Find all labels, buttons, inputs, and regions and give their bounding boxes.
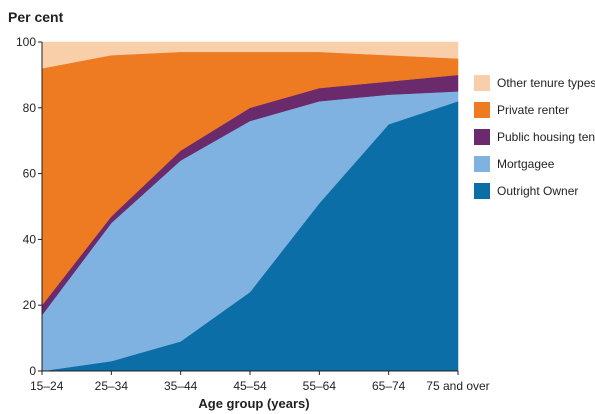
legend: Other tenure types Private renter Public h… (474, 75, 595, 199)
x-tick-labels: 15–24 25–34 35–44 45–54 55–64 65–74 75 and ove… (30, 371, 490, 393)
legend-swatch-outright-owner (474, 183, 490, 199)
legend-label-mortgagee: Mortgagee (497, 157, 555, 171)
y-tick-label: 20 (23, 298, 37, 312)
x-axis-title: Age group (years) (198, 396, 309, 411)
y-axis-title: Per cent (8, 9, 64, 25)
legend-label-public-housing-tenant: Public housing tenant (497, 130, 595, 144)
x-tick-label: 45–54 (233, 379, 267, 393)
legend-label-other-tenure-types: Other tenure types (497, 76, 595, 90)
x-tick-label: 55–64 (303, 379, 337, 393)
x-tick-label: 65–74 (372, 379, 406, 393)
area-other-tenure-types (41, 41, 459, 69)
y-tick-labels: 0 20 40 60 80 100 (16, 35, 42, 378)
legend-swatch-public-housing-tenant (474, 129, 490, 145)
y-tick-label: 80 (23, 101, 37, 115)
x-tick-label: 35–44 (164, 379, 198, 393)
y-tick-label: 40 (23, 232, 37, 246)
x-tick-label: 75 and over (426, 379, 489, 393)
legend-swatch-other-tenure-types (474, 75, 490, 91)
legend-swatch-private-renter (474, 102, 490, 118)
y-tick-label: 100 (16, 35, 36, 49)
legend-swatch-mortgagee (474, 156, 490, 172)
legend-label-outright-owner: Outright Owner (497, 184, 578, 198)
y-tick-label: 60 (23, 167, 37, 181)
y-tick-label: 0 (29, 364, 36, 378)
x-tick-label: 25–34 (95, 379, 129, 393)
legend-label-private-renter: Private renter (497, 103, 569, 117)
stacked-areas (41, 41, 459, 372)
x-tick-label: 15–24 (30, 379, 64, 393)
